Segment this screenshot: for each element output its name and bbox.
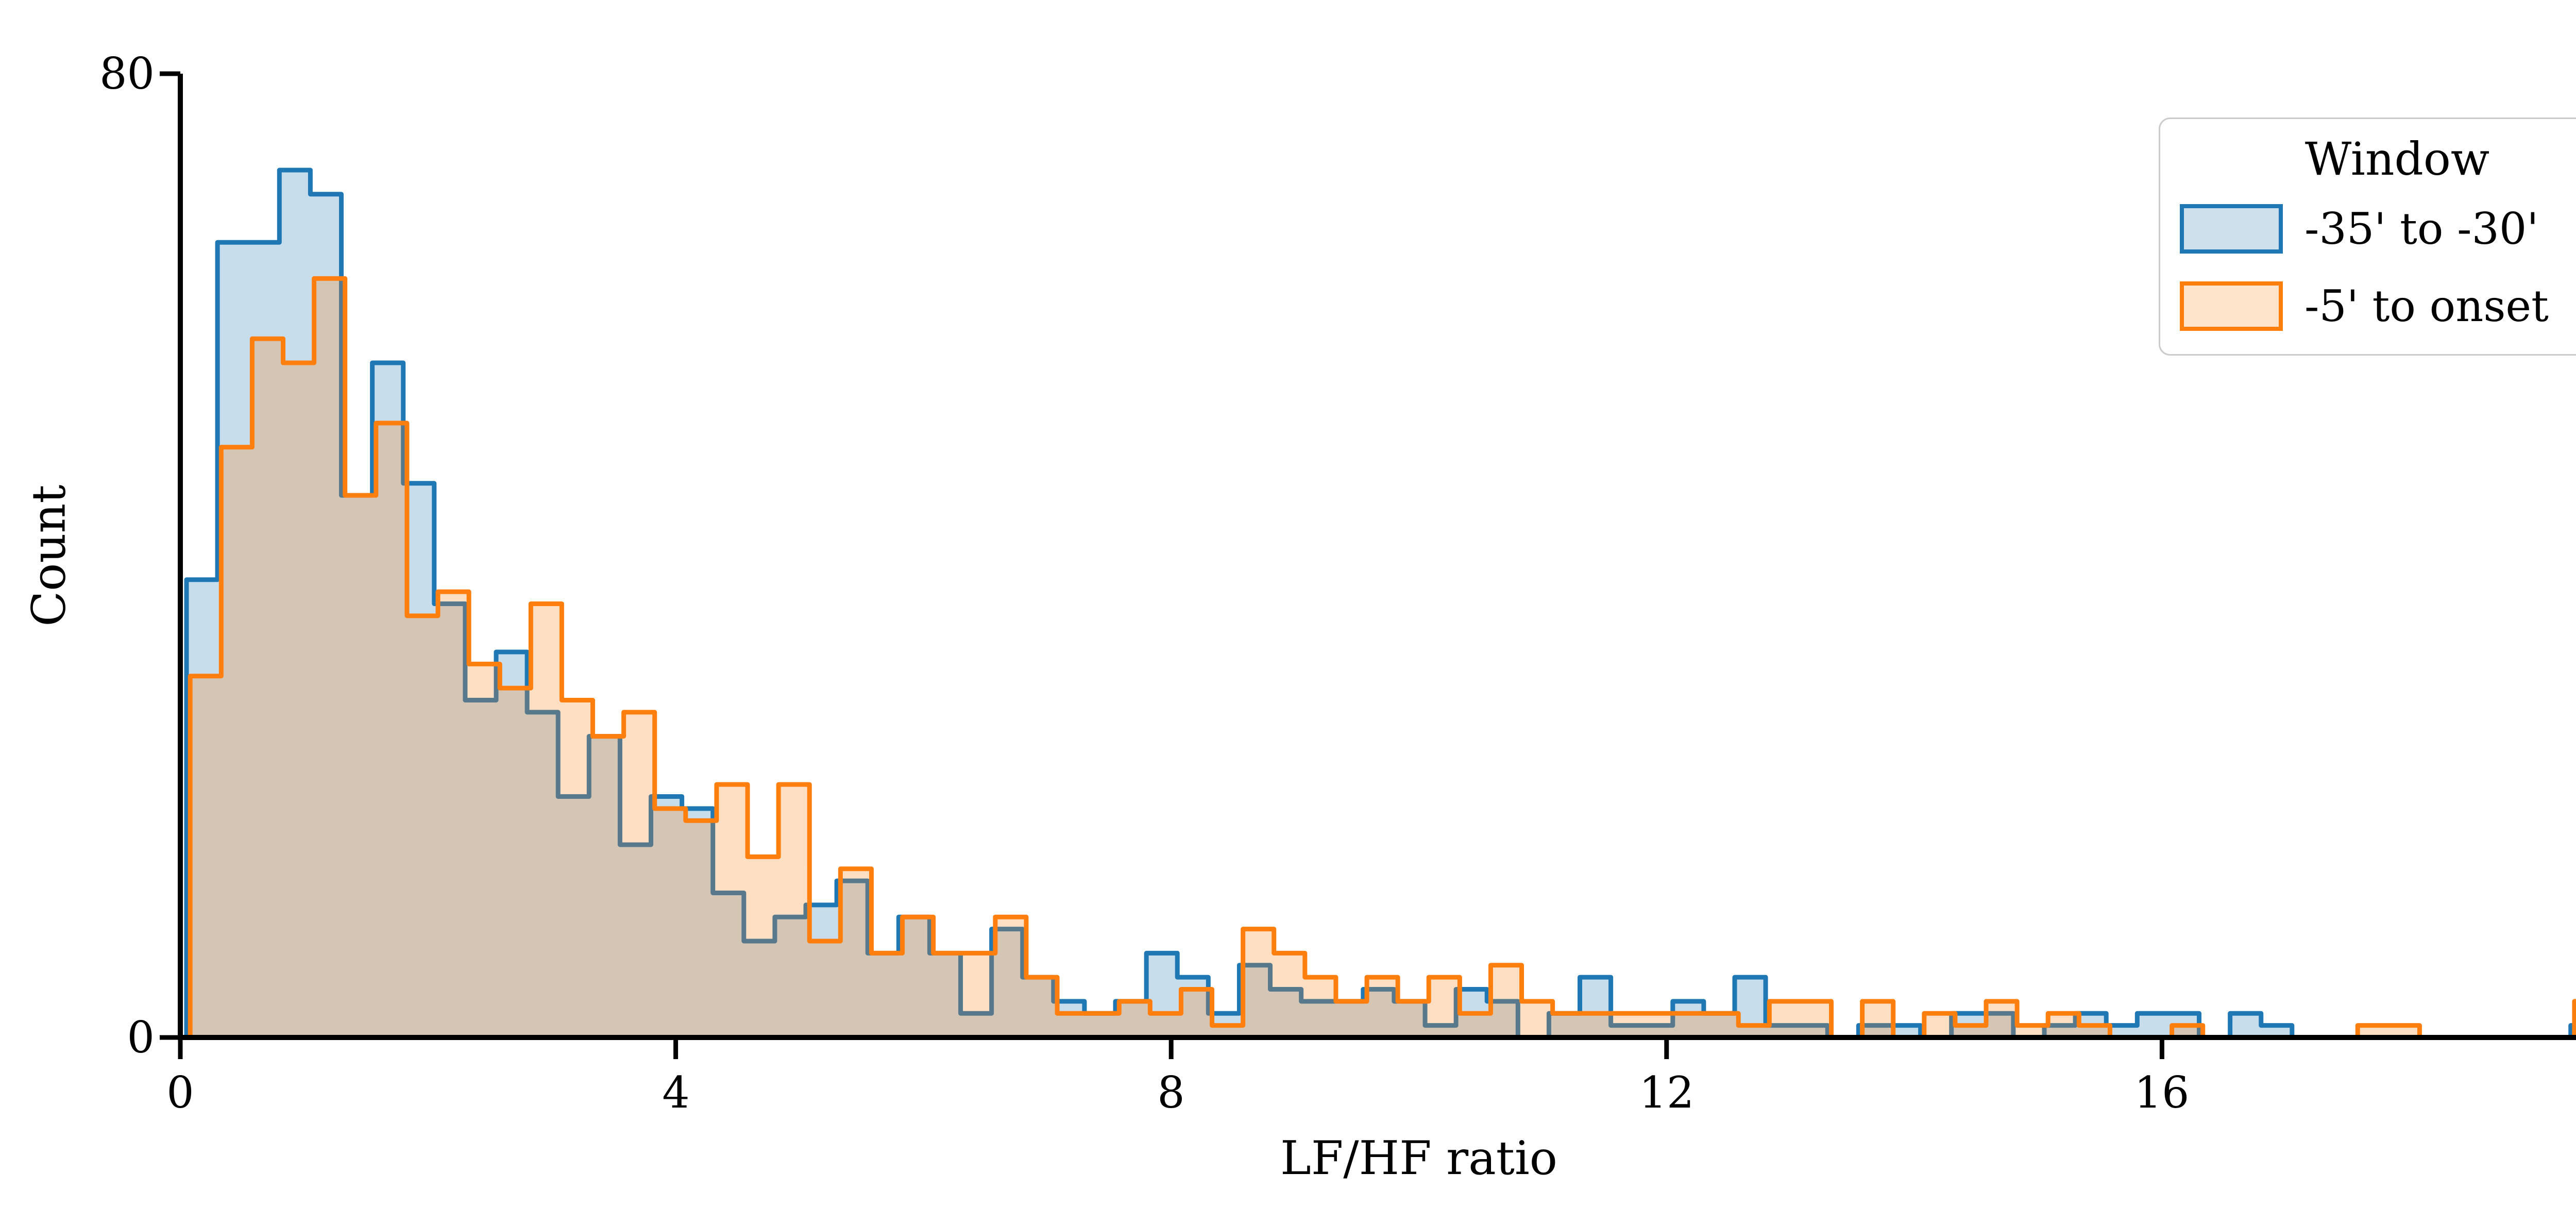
x-tick-label-8: 8	[1157, 1067, 1185, 1118]
x-axis-label: LF/HF ratio	[1280, 1131, 1557, 1185]
y-tick-label-0: 0	[127, 1012, 155, 1063]
x-tick-label-16: 16	[2134, 1067, 2190, 1118]
legend-swatch-orange	[2180, 281, 2283, 331]
x-tick-label-12: 12	[1639, 1067, 1694, 1118]
histogram-series-onset	[188, 276, 2576, 1040]
legend: Window -35' to -30' -5' to onset	[2159, 118, 2576, 356]
legend-entry-first-window: -35' to -30'	[2180, 190, 2576, 267]
x-tick-label-0: 0	[166, 1067, 194, 1118]
legend-label-onset-window: -5' to onset	[2304, 281, 2549, 331]
y-axis-label: Count	[22, 484, 76, 627]
legend-entry-onset-window: -5' to onset	[2180, 267, 2576, 345]
legend-label-first-window: -35' to -30'	[2304, 204, 2539, 254]
x-tick-label-4: 4	[662, 1067, 690, 1118]
legend-swatch-blue	[2180, 204, 2283, 254]
legend-title: Window	[2304, 132, 2490, 186]
y-tick-label-80: 80	[99, 48, 155, 99]
